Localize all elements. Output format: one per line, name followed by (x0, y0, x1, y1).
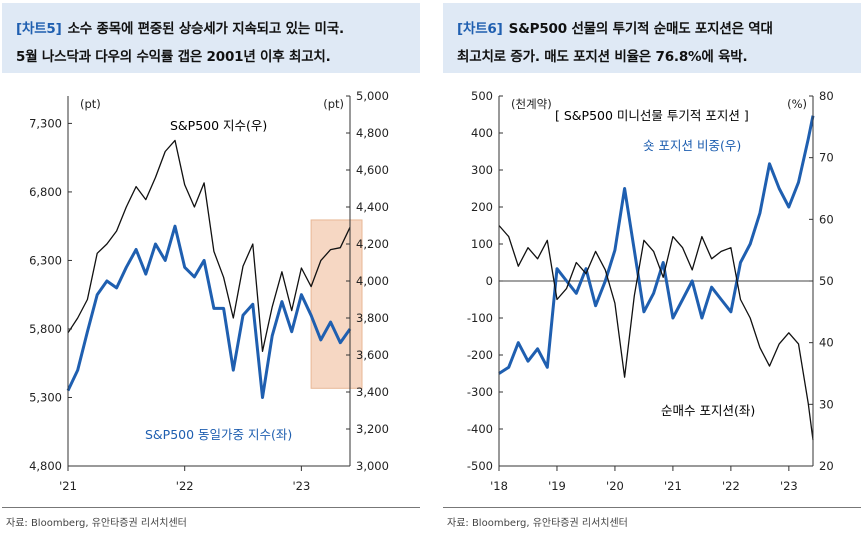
y-right-tick-label: 3,800 (356, 311, 389, 325)
y-left-tick-label: 6,300 (29, 253, 62, 267)
x-tick-label: '19 (548, 479, 566, 493)
y-right-tick-label: 4,400 (356, 200, 389, 214)
y-left-tick-label: 5,300 (29, 390, 62, 404)
chart5-source: 자료: Bloomberg, 유안타증권 리서치센터 (6, 518, 187, 529)
y-left-unit-label: (pt) (80, 97, 101, 111)
y-right-tick-label: 20 (819, 459, 834, 473)
y-left-tick-label: -400 (467, 422, 493, 436)
y-left-tick-label: 200 (471, 200, 493, 214)
series-line-1 (66, 224, 352, 399)
y-left-tick-label: -300 (467, 385, 493, 399)
y-left-tick-label: 6,800 (29, 185, 62, 199)
y-left-tick-label: -500 (467, 459, 493, 473)
chart6-panel: [차트6] S&P500 선물의 투기적 순매도 포지션은 역대 최고치로 증가.… (443, 0, 861, 538)
chart5-panel: [차트5] 소수 종목에 편중된 상승세가 지속되고 있는 미국. 5월 나스닥과… (2, 0, 420, 538)
chart6-plot: -500 -400 -300 -200 -100 0 100 200 300 400 500 20 30… (467, 89, 834, 493)
y-right-unit-label: (pt) (323, 97, 344, 111)
y-left-unit-label: (천계약) (511, 97, 552, 111)
y-left-tick-label: 400 (471, 126, 493, 140)
chart6-title-text: S&P500 선물의 투기적 순매도 포지션은 역대 (508, 21, 773, 37)
chart6-source: 자료: Bloomberg, 유안타증권 리서치센터 (447, 518, 628, 529)
y-left-tick-label: -100 (467, 311, 493, 325)
x-tick-label: '23 (292, 479, 310, 493)
y-right-tick-label: 50 (819, 274, 834, 288)
chart6-label-net-position: 순매수 포지션(좌) (661, 403, 755, 418)
chart6-header: [차트6] S&P500 선물의 투기적 순매도 포지션은 역대 최고치로 증가.… (443, 3, 861, 73)
y-right-tick-label: 4,000 (356, 274, 389, 288)
series-line-0 (498, 115, 815, 375)
chart5-title-line2: 5월 나스닥과 다우의 수익률 갭은 2001년 이후 최고치. (16, 49, 331, 65)
x-tick-label: '22 (176, 479, 194, 493)
y-left-tick-label: 500 (471, 89, 493, 103)
chart5-label-sp500: S&P500 지수(우) (170, 118, 267, 133)
y-left-tick-label: 100 (471, 237, 493, 251)
chart6-title-line1: [차트6] S&P500 선물의 투기적 순매도 포지션은 역대 (457, 17, 773, 37)
chart6-inner-title: [ S&P500 미니선물 투기적 포지션 ] (555, 108, 749, 123)
y-right-tick-label: 30 (819, 397, 834, 411)
x-tick-label: '22 (722, 479, 740, 493)
y-right-tick-label: 40 (819, 336, 834, 350)
series-line-1 (498, 225, 814, 441)
highlight-box (310, 219, 363, 389)
y-right-tick-label: 4,200 (356, 237, 389, 251)
y-right-tick-label: 4,600 (356, 163, 389, 177)
x-tick-label: '21 (664, 479, 682, 493)
chart6-label-short-ratio: 숏 포지션 비중(우) (643, 138, 741, 153)
y-left-tick-label: -200 (467, 348, 493, 362)
chart5-plot: 4,800 5,300 5,800 6,300 6,800 7,300 3,000 3,200… (29, 89, 389, 493)
chart5-title-text: 소수 종목에 편중된 상승세가 지속되고 있는 미국. (67, 21, 345, 37)
chart6-divider (443, 507, 861, 508)
x-tick-label: '18 (490, 479, 508, 493)
y-right-unit-label: (%) (787, 97, 807, 111)
y-right-tick-label: 3,600 (356, 348, 389, 362)
chart6-title-line2: 최고치로 증가. 매도 포지션 비율은 76.8%에 육박. (457, 49, 748, 65)
x-tick-label: '20 (606, 479, 624, 493)
y-left-tick-label: 0 (486, 274, 493, 288)
chart5-label-equal-weight: S&P500 동일가중 지수(좌) (145, 427, 292, 442)
y-right-tick-label: 80 (819, 89, 834, 103)
chart5-title-line1: [차트5] 소수 종목에 편중된 상승세가 지속되고 있는 미국. (16, 17, 344, 37)
series-line-0 (67, 139, 351, 352)
chart5-tag: [차트5] (16, 21, 62, 37)
y-right-tick-label: 3,000 (356, 459, 389, 473)
y-left-tick-label: 4,800 (29, 459, 62, 473)
y-right-tick-label: 70 (819, 151, 834, 165)
chart5-header: [차트5] 소수 종목에 편중된 상승세가 지속되고 있는 미국. 5월 나스닥과… (2, 3, 420, 73)
y-right-tick-label: 3,200 (356, 422, 389, 436)
x-tick-label: '21 (59, 479, 77, 493)
y-left-tick-label: 7,300 (29, 116, 62, 130)
y-right-tick-label: 5,000 (356, 89, 389, 103)
chart6-tag: [차트6] (457, 21, 503, 37)
y-right-tick-label: 60 (819, 212, 834, 226)
y-right-tick-label: 4,800 (356, 126, 389, 140)
y-left-tick-label: 5,800 (29, 322, 62, 336)
chart5-divider (2, 507, 420, 508)
y-right-tick-label: 3,400 (356, 385, 389, 399)
x-tick-label: '23 (780, 479, 798, 493)
y-left-tick-label: 300 (471, 163, 493, 177)
